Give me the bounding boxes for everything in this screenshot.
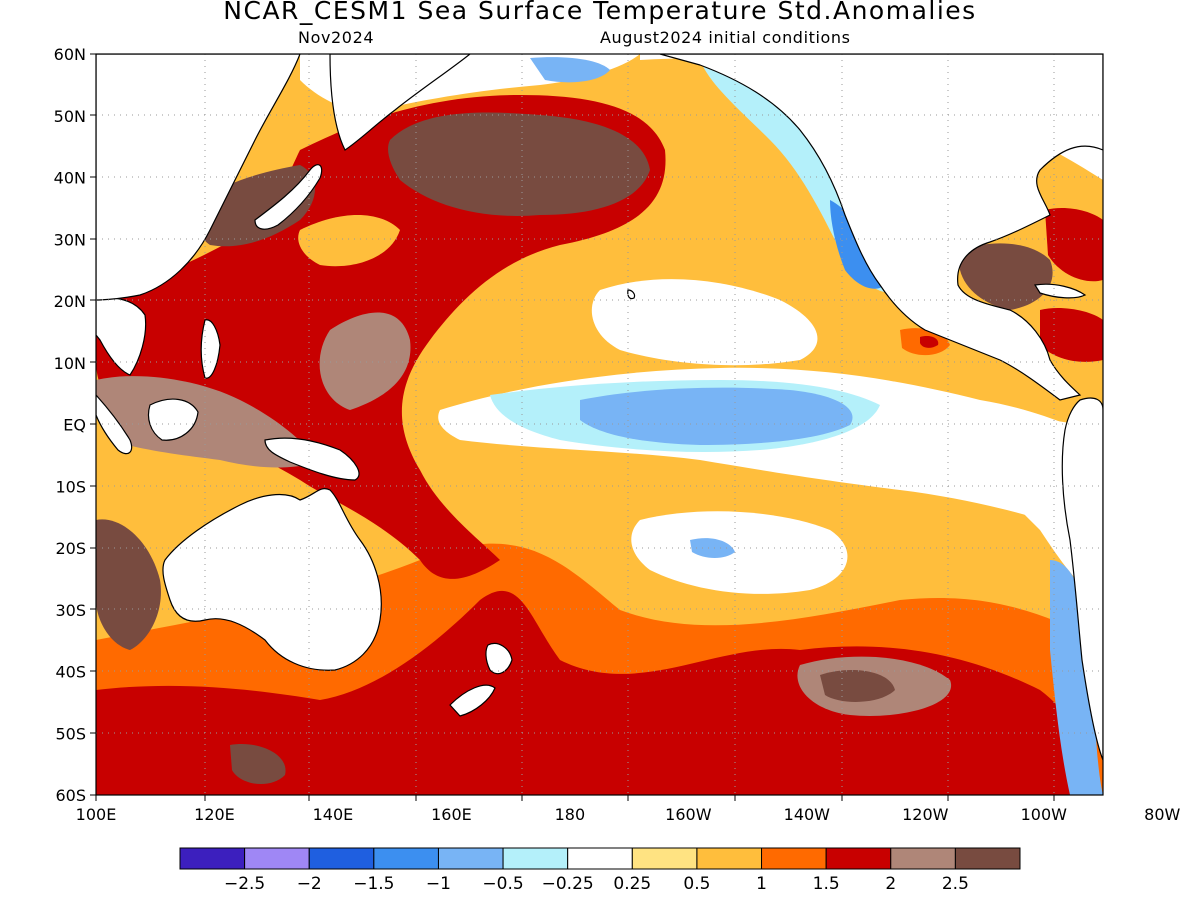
colorbar-swatch <box>244 847 310 870</box>
lon-label: 180 <box>555 805 586 824</box>
colorbar-label: 1 <box>756 874 767 894</box>
lat-label: 40N <box>54 169 86 188</box>
colorbar-swatch <box>179 847 246 870</box>
anomaly-se-blue <box>690 538 735 558</box>
land-kamchatka <box>329 54 471 151</box>
forecast-month: Nov2024 <box>298 28 375 47</box>
land-north-america <box>659 54 1103 401</box>
anomaly-atlantic-red <box>1045 208 1103 282</box>
colorbar-labels: −2.5 −2 −1.5 −1 −0.5 −0.25 0.25 0.5 1 1.5 2 2.5 <box>224 874 969 894</box>
colorbar-label: 0.5 <box>683 874 710 894</box>
lat-label: 10N <box>54 354 86 373</box>
initial-conditions-label: August2024 initial conditions <box>600 28 851 47</box>
lat-label: 50S <box>55 724 86 743</box>
colorbar-swatch <box>631 847 698 870</box>
lat-label: EQ <box>63 416 86 435</box>
land-cuba <box>1034 283 1087 299</box>
colorbar-swatch <box>890 847 956 870</box>
lat-label: 60N <box>54 45 86 64</box>
colorbar-swatch <box>373 847 439 870</box>
anomaly-central-white <box>591 279 818 366</box>
lon-label: 160W <box>665 805 712 824</box>
anomaly-japan-brown <box>197 165 315 247</box>
colorbar-swatch <box>825 847 892 870</box>
lon-ticks-bottom <box>95 795 1055 801</box>
anomaly-north-brown <box>388 112 650 216</box>
lon-label: 80W <box>1144 805 1180 824</box>
lon-label: 100E <box>76 805 117 824</box>
lon-label: 100W <box>1021 805 1068 824</box>
longitude-labels: 100E 120E 140E 160E 180 160W 140W 120W 100W 80W <box>76 805 1181 824</box>
colorbar-swatch <box>761 847 827 870</box>
lon-label: 160E <box>431 805 472 824</box>
land-sumatra <box>96 394 133 455</box>
land-new-zealand-south <box>449 684 496 717</box>
lat-label: 30S <box>55 601 86 620</box>
colorbar-swatch <box>502 847 569 870</box>
land-hawaii <box>627 289 636 300</box>
lon-label: 120E <box>194 805 235 824</box>
anomaly-sw-brown2 <box>230 744 286 785</box>
colorbar-label: −0.5 <box>482 874 523 894</box>
anomaly-south-red <box>96 590 1103 795</box>
anomaly-orange-band <box>298 215 400 267</box>
colorbar-label: −1.5 <box>353 874 394 894</box>
anomaly-mexico-red <box>920 335 939 348</box>
colorbar-swatch <box>696 847 763 870</box>
anomaly-sa-coast-blue <box>1050 560 1103 795</box>
colorbar-label: 0.25 <box>613 874 651 894</box>
anomaly-caribbean-red <box>1040 308 1103 362</box>
latitude-labels: 60N 50N 40N 30N 20N 10N EQ 10S 20S 30S 40S 50S 60S <box>54 45 86 805</box>
lat-ticks-left <box>90 53 96 796</box>
anomaly-mid-brownlight <box>319 312 411 410</box>
lat-label: 20N <box>54 292 86 311</box>
land-australia <box>162 488 382 671</box>
colorbar <box>179 847 1021 870</box>
land-japan <box>254 164 323 230</box>
anomaly-south-brown2 <box>820 670 895 702</box>
colorbar-label: 1.5 <box>813 874 840 894</box>
land-new-zealand-north <box>485 642 513 675</box>
anomaly-sw-brown <box>96 519 161 650</box>
lon-label: 140E <box>313 805 354 824</box>
colorbar-swatch <box>308 847 375 870</box>
anomaly-se-white <box>631 511 848 594</box>
lat-label: 30N <box>54 230 86 249</box>
lon-label: 140W <box>784 805 831 824</box>
colorbar-swatch <box>437 847 504 870</box>
lat-label: 40S <box>55 663 86 682</box>
colorbar-swatch <box>567 847 633 870</box>
land-indochina <box>96 297 147 376</box>
colorbar-swatch <box>954 847 1021 870</box>
axis-ticks <box>90 53 1055 801</box>
colorbar-label: 2.5 <box>942 874 969 894</box>
colorbar-label: −2 <box>297 874 322 894</box>
lat-label: 50N <box>54 107 86 126</box>
land-south-america <box>1061 397 1103 761</box>
anomaly-gulf-brown <box>960 243 1053 310</box>
map-title: NCAR_CESM1 Sea Surface Temperature Std.A… <box>223 0 977 25</box>
colorbar-label: −2.5 <box>224 874 265 894</box>
anomaly-warmpool-brown <box>96 376 320 468</box>
colorbar-label: 2 <box>885 874 896 894</box>
land-new-guinea <box>264 437 360 481</box>
land-philippines <box>200 319 221 379</box>
lat-label: 60S <box>55 786 86 805</box>
lon-label: 120W <box>902 805 949 824</box>
anomaly-arctic-blue <box>530 57 610 83</box>
lat-label: 10S <box>55 477 86 496</box>
lat-label: 20S <box>55 539 86 558</box>
colorbar-label: −0.25 <box>542 874 594 894</box>
anomaly-equator-blue <box>580 387 853 445</box>
colorbar-label: −1 <box>426 874 451 894</box>
